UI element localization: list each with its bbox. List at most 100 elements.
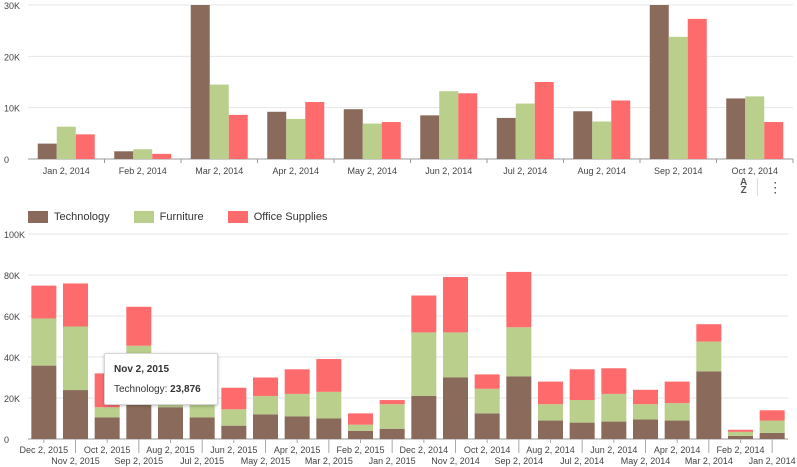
legend-label-office-supplies: Office Supplies xyxy=(253,211,328,223)
bar-furniture xyxy=(286,118,306,159)
bar-office-supplies xyxy=(75,134,95,159)
bar-furniture xyxy=(443,332,468,378)
bar-technology xyxy=(348,430,373,439)
bar-office-supplies xyxy=(601,368,627,394)
sort-az-icon[interactable]: A Z xyxy=(740,178,747,196)
bar-technology xyxy=(379,428,405,439)
bar-office-supplies xyxy=(534,82,554,159)
x-tick-label: Jul 2, 2014 xyxy=(503,166,547,176)
bar-furniture xyxy=(189,403,215,418)
bar-office-supplies xyxy=(348,413,373,425)
x-tick-label: Nov 2, 2014 xyxy=(431,456,480,466)
bar-technology xyxy=(221,425,247,439)
x-tick-label: Feb 2, 2014 xyxy=(716,445,764,455)
bar-office-supplies xyxy=(764,122,784,159)
x-tick-label: May 2, 2014 xyxy=(621,456,671,466)
y-tick-label: 80K xyxy=(4,271,20,281)
bar-technology xyxy=(411,395,437,439)
bar-technology xyxy=(664,420,690,439)
bar-technology xyxy=(759,432,785,439)
bar-furniture xyxy=(668,36,688,159)
bar-office-supplies xyxy=(379,400,405,405)
x-tick-label: Mar 2, 2014 xyxy=(195,166,243,176)
bar-furniture xyxy=(515,103,535,159)
x-tick-label: Feb 2, 2015 xyxy=(336,445,384,455)
bar-office-supplies xyxy=(316,359,342,392)
more-vertical-icon[interactable]: ⋮ xyxy=(768,179,783,195)
x-tick-label: May 2, 2015 xyxy=(241,456,291,466)
x-tick-label: Mar 2, 2014 xyxy=(685,456,733,466)
y-tick-label: 0 xyxy=(4,155,9,165)
x-tick-label: Jan 2, 2014 xyxy=(749,456,796,466)
legend-item-technology[interactable]: Technology xyxy=(28,211,110,223)
bar-technology xyxy=(496,117,516,159)
bar-office-supplies xyxy=(759,410,785,421)
bar-technology xyxy=(267,111,287,159)
x-tick-label: Jun 2, 2015 xyxy=(210,445,257,455)
y-tick-label: 20K xyxy=(4,52,20,62)
y-tick-label: 10K xyxy=(4,104,20,114)
x-tick-label: Dec 2, 2015 xyxy=(20,445,69,455)
y-tick-label: 40K xyxy=(4,353,20,363)
tooltip-series: Technology xyxy=(114,384,165,395)
x-tick-label: Oct 2, 2014 xyxy=(464,445,511,455)
bar-technology xyxy=(284,416,310,439)
y-tick-label: 0 xyxy=(4,435,9,445)
x-tick-label: Sep 2, 2015 xyxy=(115,456,164,466)
bar-technology xyxy=(94,417,120,439)
bar-office-supplies xyxy=(381,122,401,159)
x-tick-label: Jan 2, 2014 xyxy=(43,166,90,176)
bar-technology xyxy=(506,376,532,439)
bar-furniture xyxy=(94,407,120,418)
bar-furniture xyxy=(316,391,342,419)
x-tick-label: Jun 2, 2014 xyxy=(425,166,472,176)
bar-furniture xyxy=(133,149,153,159)
x-tick-label: Jan 2, 2015 xyxy=(369,456,416,466)
bar-furniture xyxy=(284,393,310,417)
x-tick-label: Jul 2, 2015 xyxy=(180,456,224,466)
y-tick-label: 20K xyxy=(4,394,20,404)
bar-office-supplies xyxy=(443,277,468,333)
bar-office-supplies xyxy=(458,93,478,159)
bar-technology xyxy=(316,418,342,439)
bar-office-supplies xyxy=(221,387,247,410)
bar-office-supplies xyxy=(687,18,707,159)
bar-office-supplies xyxy=(305,102,325,159)
bar-office-supplies xyxy=(228,114,248,159)
bar-office-supplies xyxy=(152,153,172,159)
bar-furniture xyxy=(696,341,722,372)
x-tick-label: Aug 2, 2014 xyxy=(577,166,626,176)
x-tick-label: May 2, 2014 xyxy=(347,166,397,176)
bar-office-supplies xyxy=(506,271,532,328)
bar-furniture xyxy=(253,395,278,415)
tooltip-row: Technology: 23,876 xyxy=(114,384,201,395)
bar-office-supplies xyxy=(538,381,563,405)
x-tick-label: Sep 2, 2014 xyxy=(495,456,544,466)
chart-monthly-grouped-bars: 0 10K 20K 30K Jan 2, 2014 Feb 2, 2014 Mar 2, 2… xyxy=(4,1,794,176)
chart-tooltip: Nov 2, 2015 Technology: 23,876 xyxy=(104,353,218,405)
bar-office-supplies xyxy=(728,429,753,432)
legend-item-furniture[interactable]: Furniture xyxy=(133,211,204,223)
legend-label-technology: Technology xyxy=(54,211,110,223)
bar-furniture xyxy=(664,403,690,421)
bar-office-supplies xyxy=(126,306,152,346)
bar-furniture xyxy=(63,326,88,391)
x-tick-label: Dec 2, 2014 xyxy=(400,445,449,455)
bar-technology xyxy=(189,417,215,439)
legend-swatch-office-supplies xyxy=(227,211,248,223)
bar-technology xyxy=(601,421,627,439)
bar-furniture xyxy=(601,393,627,422)
legend-swatch-furniture xyxy=(133,211,154,223)
legend-item-office-supplies[interactable]: Office Supplies xyxy=(227,211,328,223)
bar-furniture xyxy=(506,327,532,377)
y-tick-label: 60K xyxy=(4,312,20,322)
x-tick-label: Mar 2, 2015 xyxy=(305,456,353,466)
legend-swatch-technology xyxy=(28,211,48,223)
bar-furniture xyxy=(633,404,658,420)
bar-office-supplies xyxy=(284,369,310,394)
bar-technology xyxy=(31,365,57,439)
bar-technology xyxy=(126,404,152,439)
bar-technology xyxy=(474,413,500,439)
bar-furniture xyxy=(348,424,373,431)
